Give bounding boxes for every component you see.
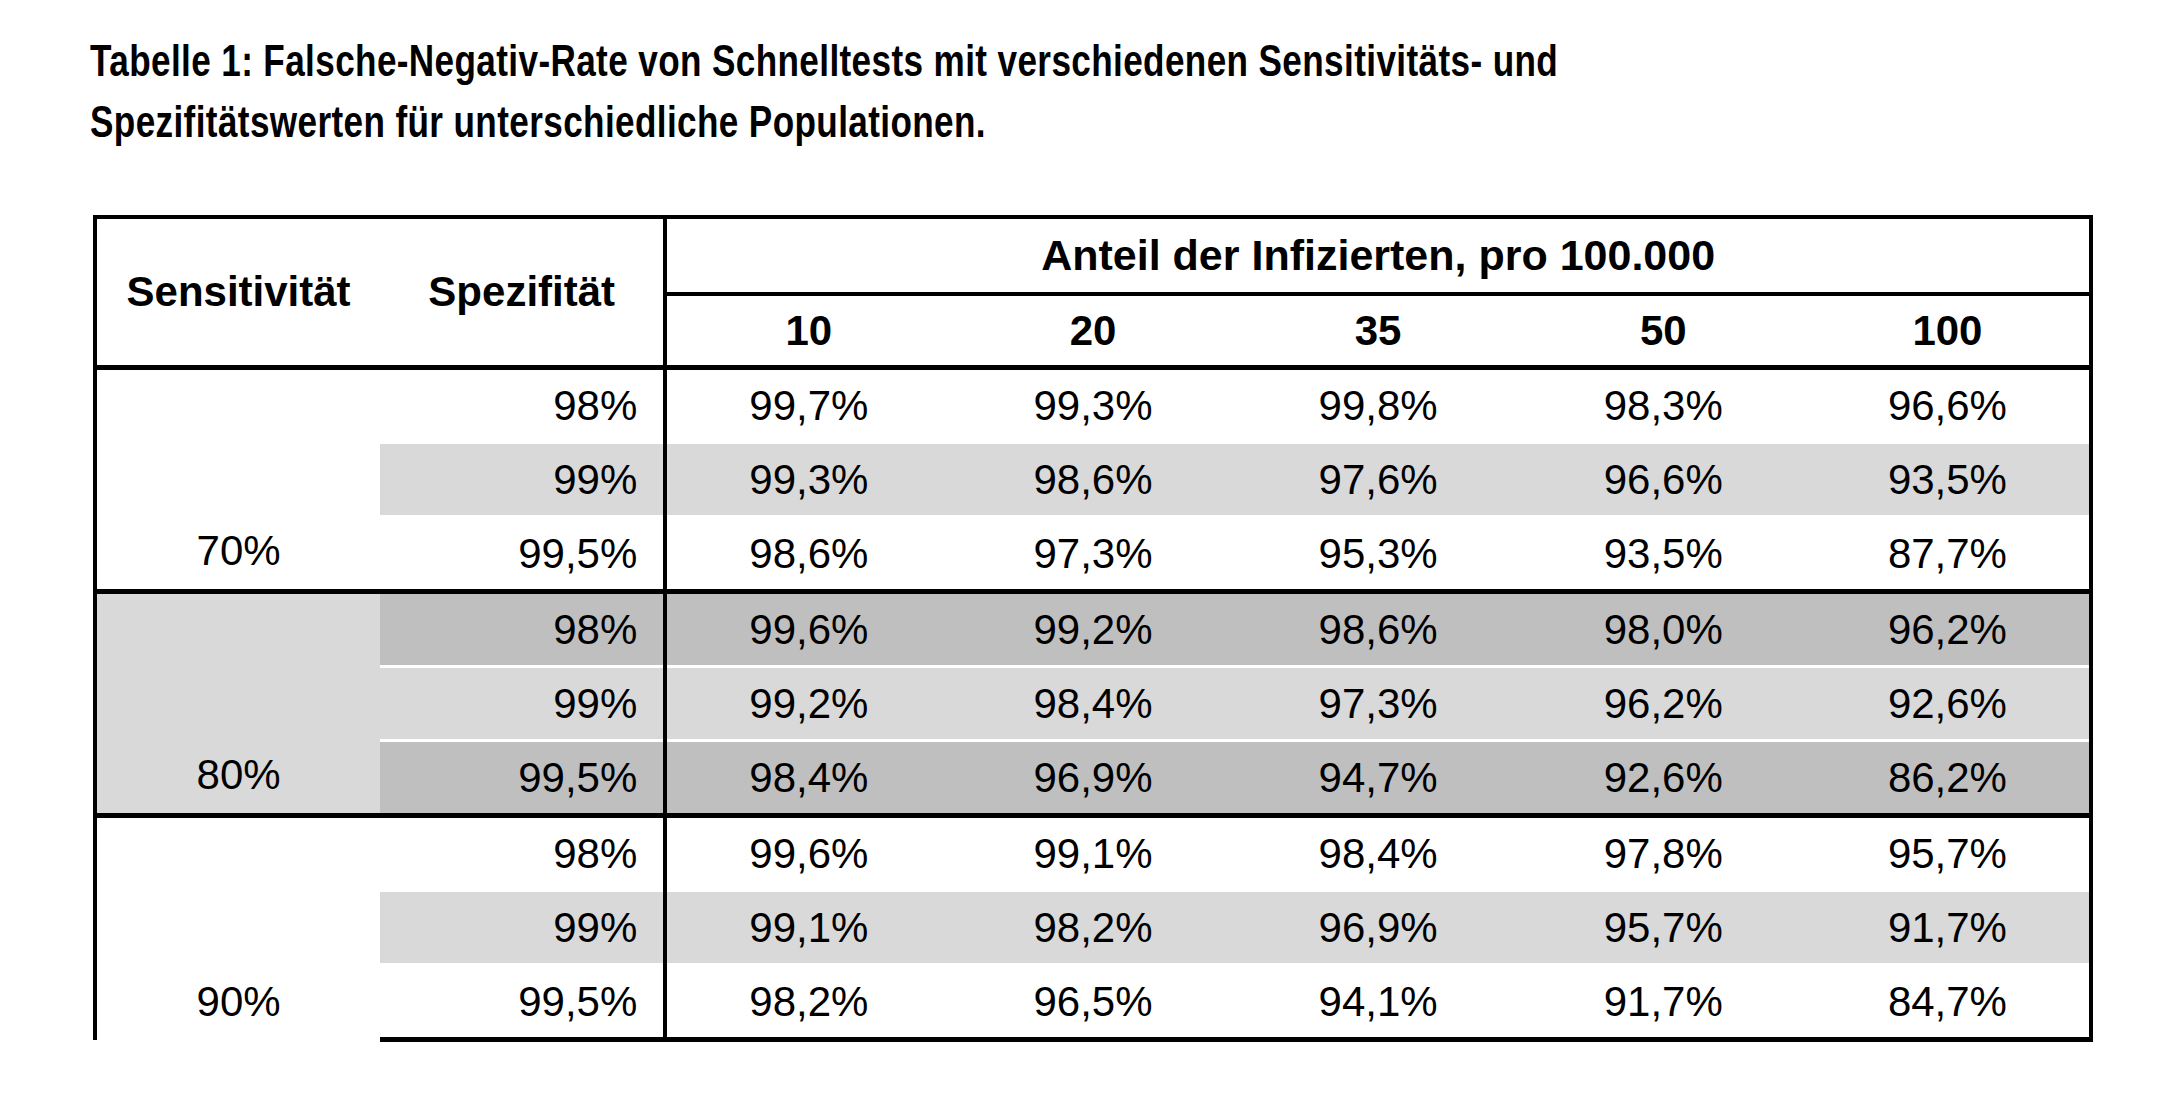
table-header: Sensitivität Spezifität Anteil der Infiz… bbox=[95, 217, 2091, 368]
col-header-sub-35: 35 bbox=[1236, 294, 1521, 368]
specificity-cell: 99,5% bbox=[380, 517, 665, 592]
value-cell: 84,7% bbox=[1806, 965, 2091, 1040]
page-title-line2: Spezifitätswerten für unterschiedliche P… bbox=[90, 91, 1558, 152]
value-cell: 99,1% bbox=[665, 891, 950, 965]
page-title: Tabelle 1: Falsche-Negativ-Rate von Schn… bbox=[90, 30, 1558, 152]
specificity-cell: 98% bbox=[380, 368, 665, 443]
table-row: 99,5% 98,4% 96,9% 94,7% 92,6% 86,2% bbox=[95, 741, 2091, 816]
page-title-line1: Tabelle 1: Falsche-Negativ-Rate von Schn… bbox=[90, 30, 1558, 91]
value-cell: 96,2% bbox=[1521, 667, 1806, 741]
sensitivity-cell: 90% bbox=[95, 816, 380, 1040]
value-cell: 95,7% bbox=[1806, 816, 2091, 891]
value-cell: 99,2% bbox=[665, 667, 950, 741]
specificity-cell: 99% bbox=[380, 891, 665, 965]
table-body: 70% 98% 99,7% 99,3% 99,8% 98,3% 96,6% 99… bbox=[95, 368, 2091, 1040]
value-cell: 91,7% bbox=[1806, 891, 2091, 965]
col-header-sub-10: 10 bbox=[665, 294, 950, 368]
col-header-sensitivity: Sensitivität bbox=[95, 217, 380, 368]
value-cell: 98,6% bbox=[665, 517, 950, 592]
value-cell: 98,4% bbox=[1236, 816, 1521, 891]
value-cell: 96,6% bbox=[1521, 443, 1806, 517]
specificity-cell: 99,5% bbox=[380, 965, 665, 1040]
value-cell: 99,6% bbox=[665, 816, 950, 891]
table-row: 99% 99,1% 98,2% 96,9% 95,7% 91,7% bbox=[95, 891, 2091, 965]
sensitivity-cell: 80% bbox=[95, 592, 380, 816]
value-cell: 99,3% bbox=[665, 443, 950, 517]
value-cell: 97,8% bbox=[1521, 816, 1806, 891]
value-cell: 92,6% bbox=[1806, 667, 2091, 741]
value-cell: 98,4% bbox=[950, 667, 1235, 741]
value-cell: 98,2% bbox=[665, 965, 950, 1040]
value-cell: 98,6% bbox=[1236, 592, 1521, 667]
value-cell: 91,7% bbox=[1521, 965, 1806, 1040]
value-cell: 95,7% bbox=[1521, 891, 1806, 965]
value-cell: 99,7% bbox=[665, 368, 950, 443]
results-table: Sensitivität Spezifität Anteil der Infiz… bbox=[93, 215, 2093, 1042]
value-cell: 98,2% bbox=[950, 891, 1235, 965]
value-cell: 98,0% bbox=[1521, 592, 1806, 667]
table-row: 90% 98% 99,6% 99,1% 98,4% 97,8% 95,7% bbox=[95, 816, 2091, 891]
value-cell: 98,6% bbox=[950, 443, 1235, 517]
header-row-1: Sensitivität Spezifität Anteil der Infiz… bbox=[95, 217, 2091, 294]
value-cell: 99,8% bbox=[1236, 368, 1521, 443]
value-cell: 99,6% bbox=[665, 592, 950, 667]
col-header-group: Anteil der Infizierten, pro 100.000 bbox=[665, 217, 2091, 294]
value-cell: 94,7% bbox=[1236, 741, 1521, 816]
sensitivity-cell: 70% bbox=[95, 368, 380, 592]
value-cell: 99,1% bbox=[950, 816, 1235, 891]
value-cell: 97,3% bbox=[950, 517, 1235, 592]
value-cell: 92,6% bbox=[1521, 741, 1806, 816]
value-cell: 96,9% bbox=[1236, 891, 1521, 965]
value-cell: 96,2% bbox=[1806, 592, 2091, 667]
value-cell: 87,7% bbox=[1806, 517, 2091, 592]
col-header-sub-100: 100 bbox=[1806, 294, 2091, 368]
value-cell: 96,9% bbox=[950, 741, 1235, 816]
value-cell: 99,2% bbox=[950, 592, 1235, 667]
value-cell: 97,3% bbox=[1236, 667, 1521, 741]
value-cell: 99,3% bbox=[950, 368, 1235, 443]
value-cell: 93,5% bbox=[1806, 443, 2091, 517]
specificity-cell: 98% bbox=[380, 816, 665, 891]
value-cell: 97,6% bbox=[1236, 443, 1521, 517]
specificity-cell: 99% bbox=[380, 667, 665, 741]
specificity-cell: 99% bbox=[380, 443, 665, 517]
table-row: 80% 98% 99,6% 99,2% 98,6% 98,0% 96,2% bbox=[95, 592, 2091, 667]
value-cell: 94,1% bbox=[1236, 965, 1521, 1040]
value-cell: 96,5% bbox=[950, 965, 1235, 1040]
table-row: 99% 99,2% 98,4% 97,3% 96,2% 92,6% bbox=[95, 667, 2091, 741]
specificity-cell: 99,5% bbox=[380, 741, 665, 816]
table-row: 99,5% 98,6% 97,3% 95,3% 93,5% 87,7% bbox=[95, 517, 2091, 592]
value-cell: 98,4% bbox=[665, 741, 950, 816]
table-row: 99,5% 98,2% 96,5% 94,1% 91,7% 84,7% bbox=[95, 965, 2091, 1040]
value-cell: 86,2% bbox=[1806, 741, 2091, 816]
value-cell: 98,3% bbox=[1521, 368, 1806, 443]
table-row: 99% 99,3% 98,6% 97,6% 96,6% 93,5% bbox=[95, 443, 2091, 517]
value-cell: 93,5% bbox=[1521, 517, 1806, 592]
table-row: 70% 98% 99,7% 99,3% 99,8% 98,3% 96,6% bbox=[95, 368, 2091, 443]
specificity-cell: 98% bbox=[380, 592, 665, 667]
col-header-specificity: Spezifität bbox=[380, 217, 665, 368]
col-header-sub-20: 20 bbox=[950, 294, 1235, 368]
col-header-sub-50: 50 bbox=[1521, 294, 1806, 368]
value-cell: 96,6% bbox=[1806, 368, 2091, 443]
page: { "title": { "line1": "Tabelle 1: Falsch… bbox=[0, 0, 2182, 1104]
value-cell: 95,3% bbox=[1236, 517, 1521, 592]
